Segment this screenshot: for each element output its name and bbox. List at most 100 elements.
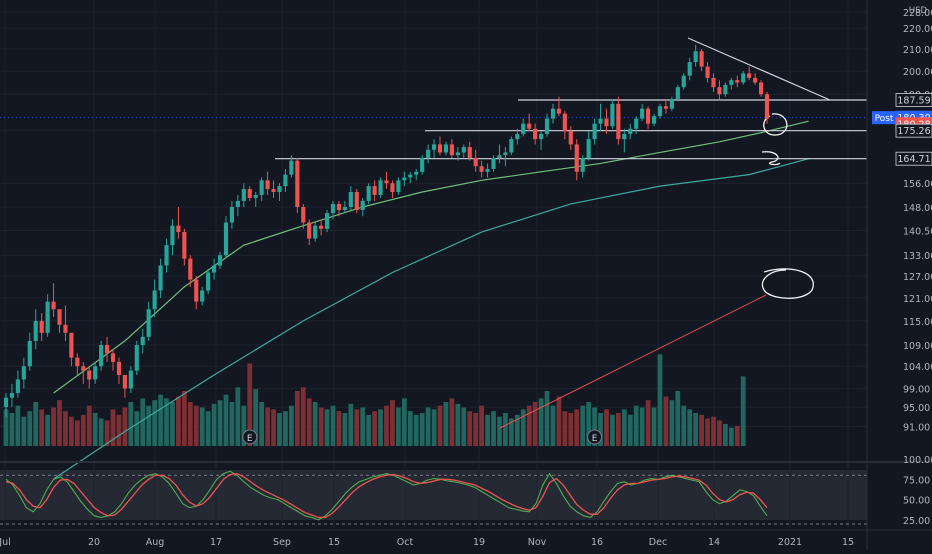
candle-body[interactable] (93, 366, 98, 380)
candle-body[interactable] (140, 336, 145, 346)
candle-body[interactable] (669, 99, 674, 109)
candle-body[interactable] (122, 374, 127, 389)
candle-body[interactable] (200, 290, 205, 302)
candle-body[interactable] (176, 225, 181, 233)
candle-body[interactable] (646, 108, 651, 124)
candle-body[interactable] (116, 361, 122, 375)
price-axis[interactable]: 228.00220.00210.00200.00190.00175.26156.… (903, 6, 932, 433)
candle-body[interactable] (491, 157, 496, 169)
candle-body[interactable] (586, 139, 591, 158)
candle-body[interactable] (479, 166, 484, 172)
candle-body[interactable] (319, 225, 324, 229)
candle-body[interactable] (414, 171, 419, 175)
candle-body[interactable] (657, 106, 663, 117)
candle-body[interactable] (663, 106, 669, 109)
candle-body[interactable] (146, 309, 151, 337)
candle-body[interactable] (544, 118, 550, 134)
candle-body[interactable] (497, 155, 502, 158)
candle-body[interactable] (717, 87, 722, 95)
candle-body[interactable] (342, 206, 347, 211)
candle-body[interactable] (509, 139, 514, 153)
candle-body[interactable] (51, 301, 56, 310)
candle-body[interactable] (562, 113, 567, 132)
candle-body[interactable] (687, 62, 692, 76)
candle-body[interactable] (699, 51, 704, 67)
candle-body[interactable] (527, 123, 532, 129)
candle-body[interactable] (372, 186, 377, 195)
candle-body[interactable] (81, 366, 86, 371)
candle-body[interactable] (336, 203, 342, 211)
candle-body[interactable] (521, 123, 526, 134)
candle-body[interactable] (39, 320, 44, 333)
candle-body[interactable] (9, 393, 15, 398)
time-axis[interactable]: Jul 20 Aug 17 Sep 15 Oct 19 Nov 16 Dec 14 2021 15 (0, 537, 854, 548)
candle-body[interactable] (188, 258, 193, 280)
candle-body[interactable] (295, 160, 300, 207)
candle-body[interactable] (461, 147, 466, 153)
candle-body[interactable] (568, 131, 573, 145)
candle-body[interactable] (212, 265, 217, 273)
candle-body[interactable] (758, 82, 764, 95)
candle-body[interactable] (253, 194, 258, 198)
candle-body[interactable] (640, 108, 645, 119)
candle-body[interactable] (556, 108, 561, 114)
candle-body[interactable] (75, 357, 80, 367)
candle-body[interactable] (217, 255, 223, 266)
candle-body[interactable] (764, 94, 770, 119)
candle-body[interactable] (550, 108, 556, 119)
candle-body[interactable] (110, 353, 116, 362)
candle-body[interactable] (437, 144, 443, 153)
candle-body[interactable] (45, 301, 50, 333)
candle-body[interactable] (324, 213, 330, 229)
candle-body[interactable] (390, 183, 395, 192)
candle-body[interactable] (711, 77, 716, 88)
candle-body[interactable] (592, 123, 597, 140)
candle-body[interactable] (473, 157, 478, 167)
candle-body[interactable] (247, 189, 252, 198)
candle-body[interactable] (378, 180, 383, 195)
candle-body[interactable] (515, 133, 520, 140)
candle-body[interactable] (384, 180, 389, 184)
candle-body[interactable] (622, 133, 627, 140)
candle-body[interactable] (63, 324, 68, 333)
candle-body[interactable] (598, 118, 603, 124)
candle-body[interactable] (538, 133, 544, 140)
candle-body[interactable] (402, 177, 407, 181)
candle-body[interactable] (3, 397, 9, 408)
candle-body[interactable] (628, 128, 633, 134)
oscillator-axis[interactable]: 100.00 75.00 50.00 25.00 (903, 455, 932, 527)
earnings-marker[interactable] (242, 429, 258, 445)
candle-body[interactable] (426, 149, 431, 158)
candle-body[interactable] (128, 370, 133, 389)
candle-body[interactable] (634, 118, 639, 129)
candle-body[interactable] (241, 189, 246, 201)
candle-body[interactable] (15, 379, 20, 394)
candle-body[interactable] (431, 144, 437, 150)
candle-body[interactable] (533, 128, 538, 140)
candle-body[interactable] (651, 116, 657, 124)
candle-body[interactable] (271, 189, 276, 192)
candle-body[interactable] (705, 66, 710, 78)
candle-body[interactable] (229, 206, 235, 223)
candle-body[interactable] (723, 84, 728, 95)
candle-body[interactable] (396, 180, 401, 192)
candle-body[interactable] (277, 186, 282, 192)
candle-body[interactable] (735, 80, 740, 83)
candle-body[interactable] (235, 200, 240, 207)
candle-body[interactable] (360, 200, 365, 211)
candle-body[interactable] (455, 152, 460, 156)
candle-body[interactable] (283, 174, 288, 187)
candle-body[interactable] (420, 157, 425, 172)
candle-body[interactable] (574, 144, 579, 172)
candle-body[interactable] (307, 222, 312, 239)
candle-body[interactable] (485, 168, 490, 172)
candle-body[interactable] (206, 272, 211, 291)
candle-body[interactable] (681, 75, 686, 88)
candle-body[interactable] (87, 370, 92, 380)
candle-body[interactable] (27, 340, 32, 367)
trendline-red[interactable] (499, 294, 767, 429)
candle-body[interactable] (170, 225, 175, 246)
freehand-circle[interactable] (761, 268, 814, 299)
candle-body[interactable] (366, 186, 371, 201)
